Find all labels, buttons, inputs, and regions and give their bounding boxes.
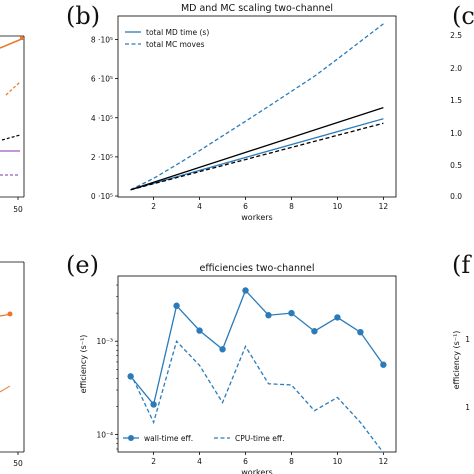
left-top-tick-label: 50 — [13, 205, 23, 214]
x-tick-label: 12 — [379, 457, 389, 466]
x-tick-label: 4 — [197, 457, 202, 466]
chart-efficiencies: efficiencies two-channel workers efficienc… — [79, 263, 397, 474]
data-point — [150, 401, 157, 408]
panel-label-b: (b) — [66, 2, 100, 30]
data-point — [311, 328, 318, 335]
right-top-tick: 0.0 — [450, 192, 462, 201]
data-point — [357, 328, 364, 336]
x-axis-label: workers — [241, 213, 272, 222]
y-tick-label: 2 ·10⁵ — [91, 153, 113, 162]
x-tick-label: 2 — [151, 202, 156, 211]
data-point — [219, 346, 226, 353]
series-line-series-3 — [130, 122, 384, 191]
chart-md-mc-scaling: MD and MC scaling two-channel workers 2 4 6 8… — [91, 3, 397, 222]
series-line-series-2 — [130, 106, 384, 191]
panel-label-e: (e) — [66, 251, 99, 279]
x-tick-label: 8 — [289, 457, 294, 466]
right-top-tick: 2.0 — [450, 64, 462, 73]
data-point — [380, 361, 387, 368]
x-axis-label: workers — [241, 468, 272, 474]
data-point — [334, 314, 341, 321]
left-panel-fragment-top: 50 — [0, 35, 25, 214]
x-tick-label: 6 — [243, 457, 248, 466]
data-point — [265, 312, 272, 319]
right-top-tick: 1.5 — [450, 96, 462, 105]
x-tick-label: 12 — [379, 202, 389, 211]
y-axis-label: efficiency (s⁻¹) — [79, 335, 88, 394]
left-orange-line — [0, 37, 25, 49]
left-panel-fragment-bottom: 50 — [0, 261, 25, 468]
series-line-total-md-time-s- — [130, 118, 384, 191]
y-tick-label: 8 ·10⁵ — [91, 35, 113, 44]
left-bottom-orange-line-2 — [0, 385, 11, 393]
y-tick-label: 0 ·10⁵ — [91, 192, 113, 201]
y-tick-label: 10⁻⁴ — [96, 431, 113, 440]
plot-frame — [117, 275, 397, 453]
y-tick-label: 10⁻³ — [96, 337, 113, 346]
data-point — [127, 373, 134, 380]
left-bottom-orange-marker — [7, 311, 13, 317]
x-tick-label: 10 — [333, 457, 343, 466]
x-tick-label: 10 — [333, 202, 343, 211]
right-panel-fragment-top: (c 2.5 2.0 1.5 1.0 0.5 0.0 — [450, 2, 474, 201]
series-line-cpu-time-eff- — [130, 339, 384, 454]
x-tick-label: 4 — [197, 202, 202, 211]
series-line-wall-time-eff- — [130, 289, 384, 406]
chart-title: MD and MC scaling two-channel — [181, 3, 333, 14]
x-tick-label: 8 — [289, 202, 294, 211]
right-efficiency-label: efficiency (s⁻¹) — [452, 331, 461, 390]
right-top-tick: 1.0 — [450, 129, 462, 138]
legend-marker — [128, 435, 134, 441]
panel-label-c: (c — [452, 2, 474, 30]
legend-label: CPU-time eff. — [235, 434, 284, 443]
data-point — [242, 287, 249, 294]
data-point — [173, 302, 180, 309]
right-bottom-tick: 1 — [465, 403, 470, 412]
y-tick-label: 4 ·10⁵ — [91, 114, 113, 123]
x-tick-label: 6 — [243, 202, 248, 211]
series-line-total-mc-moves — [130, 23, 384, 191]
right-panel-fragment-bottom: (f efficiency (s⁻¹) 1 1 — [452, 251, 472, 412]
plot-frame — [117, 15, 397, 198]
right-top-tick: 2.5 — [450, 31, 462, 40]
left-orange-dashed-line — [5, 81, 21, 96]
chart-title: efficiencies two-channel — [200, 263, 315, 274]
left-orange-marker — [20, 36, 24, 40]
left-black-dashed-line — [1, 134, 21, 141]
legend-label: total MC moves — [146, 40, 205, 49]
x-tick-label: 2 — [151, 457, 156, 466]
panel-label-f: (f — [452, 251, 472, 279]
data-point — [196, 327, 203, 334]
left-bottom-tick-label: 50 — [13, 459, 23, 468]
right-top-tick: 0.5 — [450, 161, 462, 170]
y-tick-label: 6 ·10⁵ — [91, 75, 113, 84]
right-bottom-tick: 1 — [465, 335, 470, 344]
legend-label: total MD time (s) — [146, 28, 209, 37]
data-point — [288, 309, 295, 317]
legend-label: wall-time eff. — [144, 434, 193, 443]
